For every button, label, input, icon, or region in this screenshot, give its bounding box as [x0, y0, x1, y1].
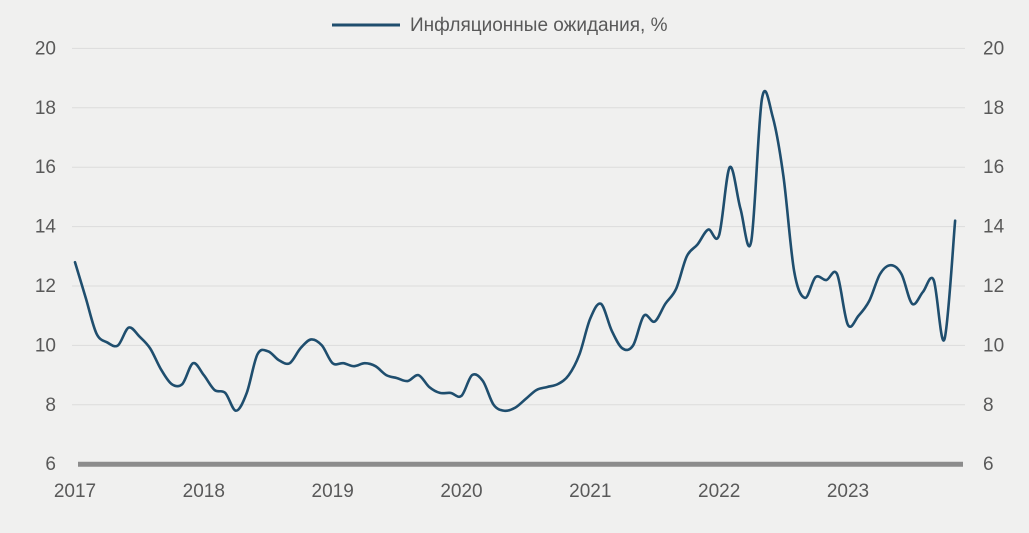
- svg-text:2017: 2017: [54, 481, 96, 502]
- svg-text:2022: 2022: [698, 481, 740, 502]
- svg-text:2019: 2019: [312, 481, 354, 502]
- svg-text:14: 14: [983, 217, 1005, 238]
- svg-text:18: 18: [35, 98, 56, 119]
- svg-text:16: 16: [983, 157, 1004, 178]
- svg-text:8: 8: [45, 395, 56, 416]
- svg-text:8: 8: [983, 395, 994, 416]
- svg-text:2021: 2021: [569, 481, 611, 502]
- svg-text:Инфляционные ожидания, %: Инфляционные ожидания, %: [410, 15, 668, 36]
- svg-text:10: 10: [983, 335, 1004, 356]
- svg-text:20: 20: [983, 38, 1004, 59]
- svg-text:10: 10: [35, 335, 56, 356]
- svg-text:2023: 2023: [827, 481, 869, 502]
- svg-text:6: 6: [983, 454, 994, 475]
- svg-text:20: 20: [35, 38, 56, 59]
- svg-text:18: 18: [983, 98, 1004, 119]
- svg-text:2018: 2018: [183, 481, 225, 502]
- svg-text:2020: 2020: [440, 481, 482, 502]
- svg-text:12: 12: [983, 276, 1004, 297]
- svg-text:6: 6: [45, 454, 56, 475]
- svg-text:14: 14: [35, 217, 57, 238]
- svg-text:12: 12: [35, 276, 56, 297]
- svg-text:16: 16: [35, 157, 56, 178]
